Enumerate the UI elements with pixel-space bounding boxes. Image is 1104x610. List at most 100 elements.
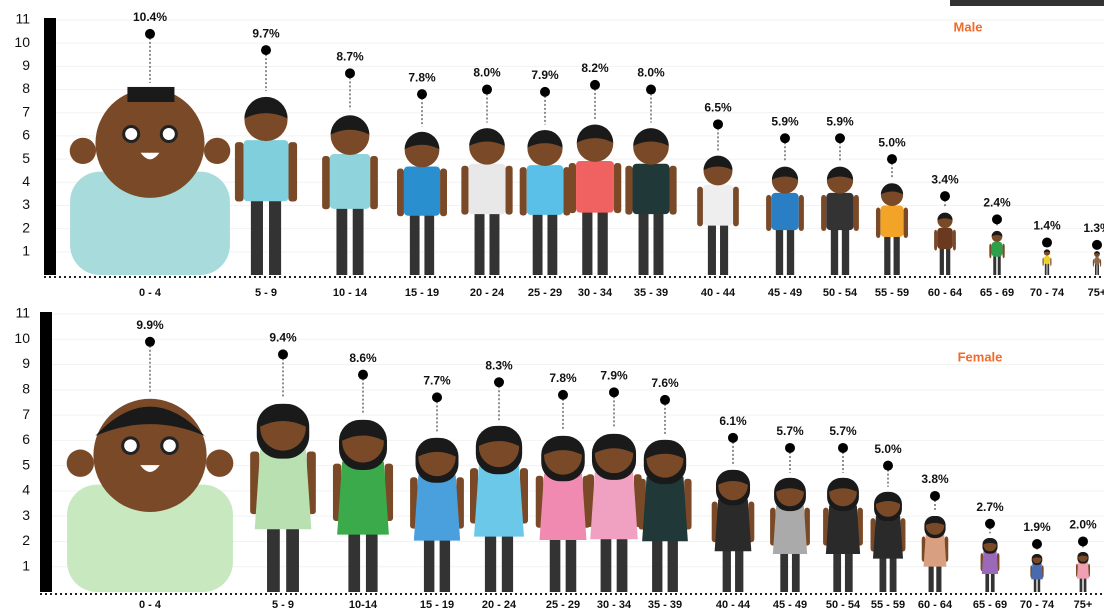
pin xyxy=(992,214,1002,225)
figure-hair xyxy=(469,128,505,146)
value-label: 8.3% xyxy=(485,358,513,372)
figure xyxy=(568,124,622,275)
figure xyxy=(766,166,804,275)
value-label: 5.0% xyxy=(874,442,902,456)
figure-leg xyxy=(547,209,558,275)
figure-body xyxy=(714,499,752,552)
figure-hair xyxy=(703,155,733,171)
pin xyxy=(780,133,790,144)
figure-body xyxy=(70,171,230,275)
figure xyxy=(980,537,1000,592)
figure xyxy=(921,515,949,592)
x-tick-label: 70 - 74 xyxy=(1030,287,1065,299)
x-tick-label: 60 - 64 xyxy=(928,287,963,299)
figure-arm xyxy=(519,167,527,216)
figure-leg xyxy=(1037,574,1041,592)
y-tick-label: 9 xyxy=(22,355,30,371)
figure xyxy=(470,425,528,592)
figure-leg xyxy=(889,546,897,592)
x-tick-label: 75+ xyxy=(1074,599,1093,610)
figure xyxy=(410,437,464,592)
value-label: 2.4% xyxy=(983,196,1011,210)
figure-leg xyxy=(780,540,789,592)
x-tick-label: 35 - 39 xyxy=(648,599,682,610)
figure-leg xyxy=(597,206,608,275)
figure-hair xyxy=(544,435,582,455)
figure-hair xyxy=(991,230,1003,237)
figure xyxy=(66,398,234,592)
figure-leg xyxy=(565,521,577,592)
figure-leg xyxy=(652,522,663,592)
pin xyxy=(540,86,550,97)
figure-leg xyxy=(1083,573,1087,592)
value-label: 9.9% xyxy=(136,318,164,332)
figure-body xyxy=(539,473,587,540)
x-tick-label: 75+ xyxy=(1088,287,1104,299)
figure-body xyxy=(337,461,389,535)
figure-body xyxy=(1031,563,1043,580)
figure xyxy=(234,96,298,275)
pin xyxy=(713,119,723,130)
figure-hand xyxy=(69,137,97,165)
figure xyxy=(586,433,642,592)
figure-arm xyxy=(952,229,956,251)
figure-body xyxy=(526,165,564,215)
figure-hair xyxy=(127,86,175,102)
pin xyxy=(609,387,619,398)
figure-arm xyxy=(1042,257,1044,267)
figure-mouth xyxy=(140,465,160,472)
value-label: 9.4% xyxy=(269,331,297,345)
x-tick-label: 15 - 19 xyxy=(405,287,439,299)
value-label: 7.9% xyxy=(531,68,559,82)
y-tick-label: 5 xyxy=(22,150,30,166)
figure-leg xyxy=(786,225,795,275)
value-label: 8.6% xyxy=(349,351,377,365)
y-tick-label: 10 xyxy=(14,34,30,50)
y-tick-label: 1 xyxy=(22,243,30,259)
pin xyxy=(646,84,656,95)
value-label: 7.7% xyxy=(423,374,451,388)
pin xyxy=(985,518,995,529)
value-label: 3.4% xyxy=(931,172,959,186)
figure-arm xyxy=(697,186,703,227)
value-label: 2.7% xyxy=(976,500,1004,514)
figure-leg xyxy=(600,520,612,592)
figure-leg xyxy=(722,536,731,592)
figure xyxy=(934,212,956,275)
figure-leg xyxy=(775,225,784,275)
figure-body xyxy=(981,551,999,574)
figure-body xyxy=(880,205,904,237)
figure xyxy=(697,155,739,275)
figure-leg xyxy=(269,194,282,275)
figure-arm xyxy=(733,186,739,227)
figure xyxy=(69,86,231,275)
x-tick-label: 35 - 39 xyxy=(634,287,668,299)
x-tick-label: 0 - 4 xyxy=(139,287,162,299)
value-label: 5.9% xyxy=(826,114,854,128)
y-tick-label: 5 xyxy=(22,456,30,472)
pin xyxy=(835,133,845,144)
figure xyxy=(519,129,571,275)
value-label: 5.7% xyxy=(776,424,804,438)
figure xyxy=(770,477,810,592)
figure-leg xyxy=(365,513,378,592)
figure-leg xyxy=(1079,573,1083,592)
figure-leg xyxy=(352,202,364,275)
figure xyxy=(332,419,394,592)
figure-hair xyxy=(527,129,563,148)
figure-leg xyxy=(348,513,361,592)
figure xyxy=(397,131,447,275)
figure-leg xyxy=(893,233,900,275)
figure-leg xyxy=(439,521,451,592)
x-tick-label: 45 - 49 xyxy=(768,287,802,299)
figure xyxy=(625,128,677,275)
figure-body xyxy=(67,484,233,592)
figure-leg xyxy=(884,233,891,275)
figure-hair xyxy=(478,425,520,447)
figure-arm xyxy=(1002,243,1005,259)
figure-hand xyxy=(203,137,231,165)
figure-hair xyxy=(95,406,205,436)
figure xyxy=(1076,551,1090,592)
figure-leg xyxy=(735,536,744,592)
